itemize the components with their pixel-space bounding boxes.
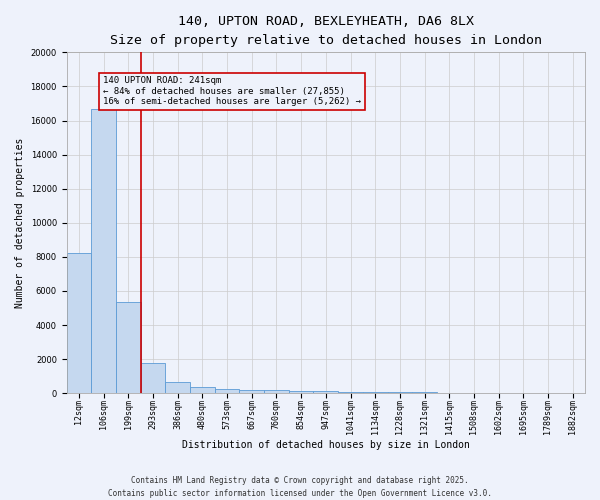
Bar (166, 382, 190, 393)
Bar (91, 108, 116, 393)
Bar (412, 392, 437, 393)
Bar (141, 362, 166, 393)
Bar (437, 392, 461, 393)
Y-axis label: Number of detached properties: Number of detached properties (15, 138, 25, 308)
Title: 140, UPTON ROAD, BEXLEYHEATH, DA6 8LX
Size of property relative to detached hous: 140, UPTON ROAD, BEXLEYHEATH, DA6 8LX Si… (110, 15, 542, 47)
Text: 140 UPTON ROAD: 241sqm
← 84% of detached houses are smaller (27,855)
16% of semi: 140 UPTON ROAD: 241sqm ← 84% of detached… (103, 76, 361, 106)
Text: Contains HM Land Registry data © Crown copyright and database right 2025.
Contai: Contains HM Land Registry data © Crown c… (108, 476, 492, 498)
Bar (67, 254, 91, 393)
Bar (116, 302, 141, 393)
Bar (289, 390, 313, 393)
Bar (239, 390, 264, 393)
Bar (215, 390, 239, 393)
X-axis label: Distribution of detached houses by size in London: Distribution of detached houses by size … (182, 440, 470, 450)
Bar (388, 392, 412, 393)
Bar (461, 392, 486, 393)
Bar (338, 392, 363, 393)
Bar (363, 392, 388, 393)
Bar (190, 388, 215, 393)
Bar (313, 392, 338, 393)
Bar (264, 390, 289, 393)
